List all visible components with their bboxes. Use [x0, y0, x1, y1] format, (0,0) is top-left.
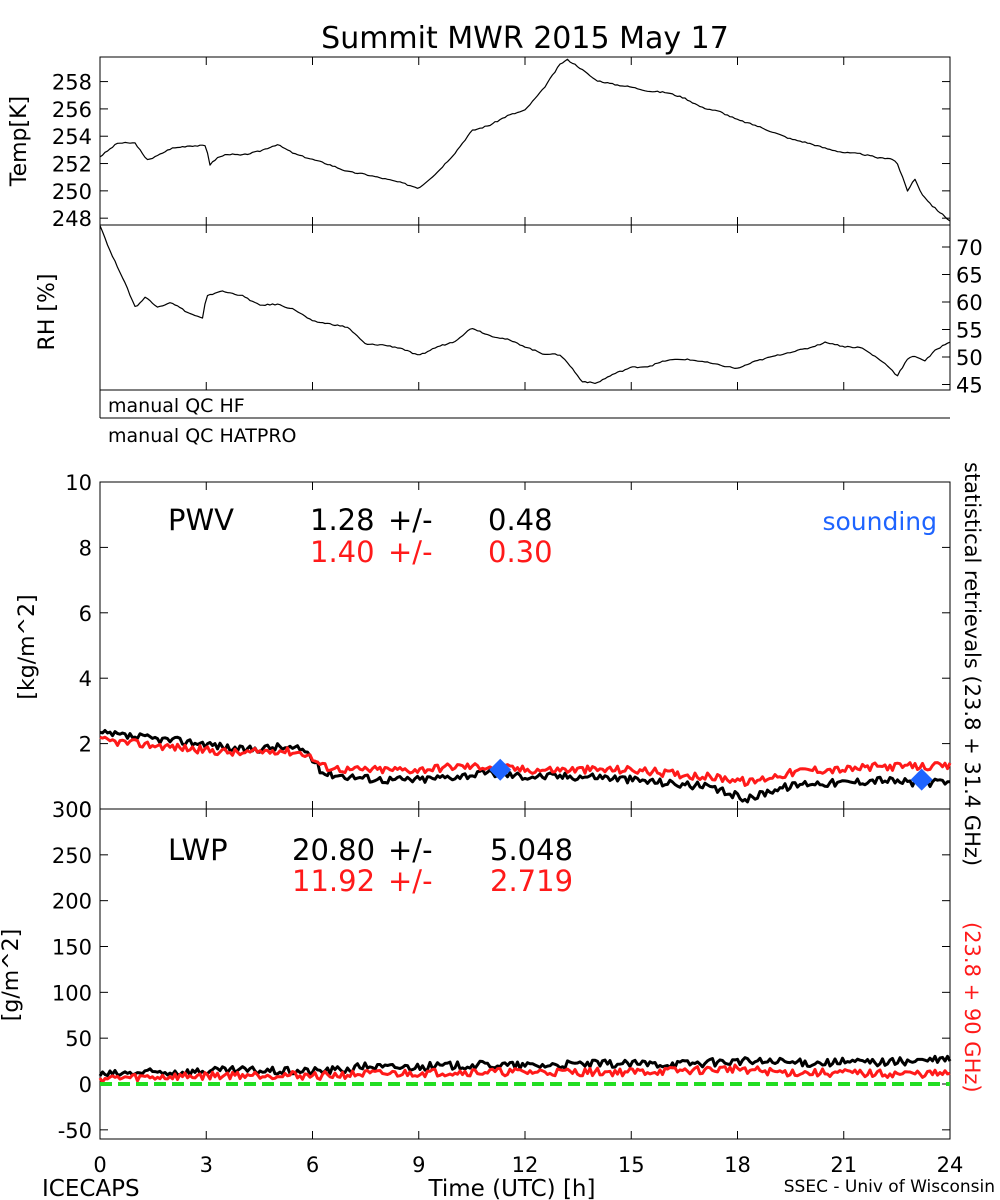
right-label-red: (23.8 + 90 GHz): [960, 922, 984, 1093]
pwv-black-sd: 0.48: [488, 503, 553, 537]
xtick-label: 18: [724, 1153, 751, 1177]
temp-ytick-label: 248: [52, 207, 92, 231]
pwv-ytick-label: 6: [79, 602, 92, 626]
rh-ytick-label: 65: [956, 264, 983, 288]
x-axis-label: Time (UTC) [h]: [428, 1176, 596, 1200]
xtick-label: 15: [618, 1153, 645, 1177]
temp-ytick-label: 252: [52, 153, 92, 177]
temp-series-black: [99, 58, 951, 222]
pwv-ylabel: [kg/m^2]: [15, 594, 40, 699]
pwv-red-sd: 0.30: [488, 535, 553, 569]
lwp-ytick-label: 250: [52, 844, 92, 868]
lwp-black-mean: 20.80: [292, 833, 375, 867]
lwp-black-sd: 5.048: [490, 833, 573, 867]
xtick-label: 3: [200, 1153, 213, 1177]
temp-panel-frame: [99, 56, 951, 226]
lwp-red-pm: +/-: [388, 864, 433, 898]
axis-ticks: 2482502522542562584550556065700246810-50…: [52, 57, 983, 1177]
pwv-red-pm: +/-: [388, 535, 433, 569]
temp-ytick-label: 250: [52, 180, 92, 204]
temp-ylabel: Temp[K]: [7, 96, 32, 187]
temp-ytick-label: 256: [52, 98, 92, 122]
footer-left: ICECAPS: [42, 1176, 140, 1200]
rh-panel-frame: [99, 224, 951, 391]
lwp-ytick-label: 0: [79, 1073, 92, 1097]
xtick-label: 0: [93, 1153, 106, 1177]
lwp-ytick-label: -50: [58, 1119, 92, 1143]
lwp-black-pm: +/-: [388, 833, 433, 867]
data-series: [98, 58, 952, 1086]
lwp-red-mean: 11.92: [292, 864, 375, 898]
lwp-ytick-label: 50: [65, 1027, 92, 1051]
temp-ytick-label: 254: [52, 125, 92, 149]
rh-ytick-label: 55: [956, 319, 983, 343]
chart-title: Summit MWR 2015 May 17: [321, 21, 729, 56]
pwv-black-pm: +/-: [388, 503, 433, 537]
pwv-ytick-label: 10: [65, 471, 92, 495]
pwv-ytick-label: 0: [79, 798, 92, 822]
rh-series-black: [99, 225, 951, 384]
pwv-ytick-label: 2: [79, 733, 92, 757]
pwv-ytick-label: 4: [79, 667, 92, 691]
xtick-label: 12: [512, 1153, 539, 1177]
xtick-label: 6: [306, 1153, 319, 1177]
pwv-black-mean: 1.28: [310, 503, 375, 537]
xtick-label: 24: [937, 1153, 964, 1177]
lwp-series-red: [98, 1063, 951, 1084]
pwv-series-black: [99, 729, 951, 804]
xtick-label: 9: [412, 1153, 425, 1177]
rh-ytick-label: 50: [956, 346, 983, 370]
pwv-label: PWV: [168, 503, 234, 537]
lwp-ytick-label: 100: [52, 981, 92, 1005]
sounding-marker: [489, 758, 512, 781]
footer-right: SSEC - Univ of Wisconsin: [784, 1177, 995, 1197]
temp-ytick-label: 258: [52, 71, 92, 95]
lwp-red-sd: 2.719: [490, 864, 573, 898]
rh-ylabel: RH [%]: [35, 274, 60, 351]
qc-hatpro-label: manual QC HATPRO: [108, 425, 297, 447]
lwp-ytick-label: 150: [52, 936, 92, 960]
sounding-marker: [910, 768, 933, 791]
pwv-series-red: [99, 735, 952, 787]
lwp-ytick-label: 300: [52, 798, 92, 822]
rh-ytick-label: 60: [956, 291, 983, 315]
lwp-ylabel: [g/m^2]: [0, 929, 24, 1021]
rh-ytick-label: 45: [956, 374, 983, 398]
qc-hf-label: manual QC HF: [108, 395, 245, 417]
sounding-legend: sounding: [822, 507, 937, 536]
pwv-ytick-label: 8: [79, 536, 92, 560]
right-label-black: statistical retrievals (23.8 + 31.4 GHz): [960, 462, 984, 866]
lwp-label: LWP: [168, 833, 228, 867]
xtick-label: 21: [830, 1153, 857, 1177]
rh-ytick-label: 70: [956, 236, 983, 260]
pwv-red-mean: 1.40: [310, 535, 375, 569]
lwp-ytick-label: 200: [52, 890, 92, 914]
lwp-series-black: [98, 1054, 952, 1078]
